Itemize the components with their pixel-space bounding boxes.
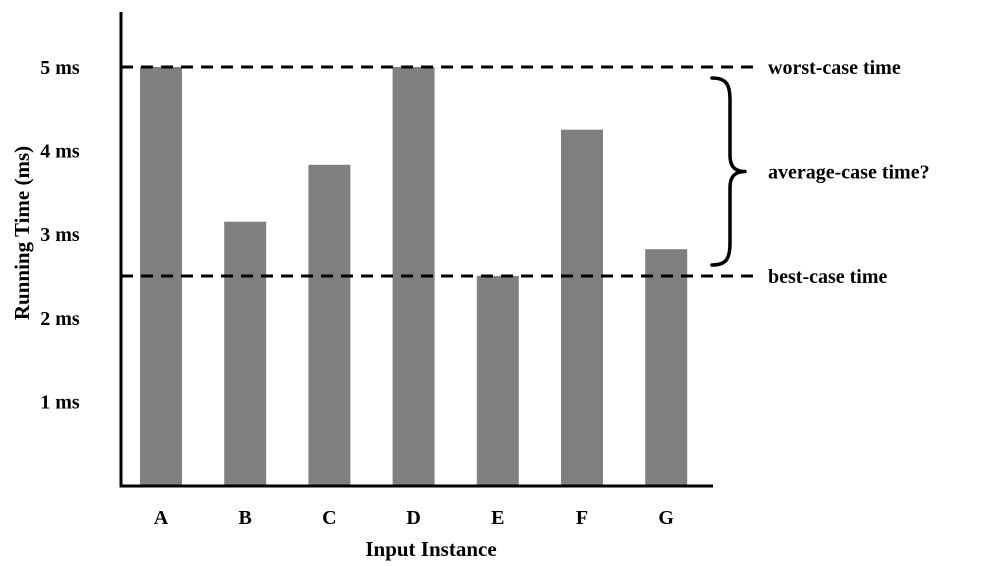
- reference-lines-group: [121, 65, 758, 278]
- y-tick-labels-group: 1 ms 2 ms 3 ms 4 ms 5 ms: [40, 57, 80, 413]
- x-axis-title: Input Instance: [365, 537, 496, 561]
- x-tick-label-f: F: [576, 507, 588, 529]
- y-tick-label: 5 ms: [40, 57, 80, 79]
- y-tick-label: 1 ms: [40, 391, 80, 413]
- reference-line-labels-group: worst-case time best-case time: [768, 57, 901, 288]
- x-tick-label-d: D: [406, 507, 420, 529]
- x-category-labels-group: A B C D E F G: [154, 507, 675, 529]
- best-case-label: best-case time: [768, 266, 888, 288]
- y-tick-label: 2 ms: [40, 308, 80, 330]
- bar-e: [476, 276, 519, 485]
- x-tick-label-b: B: [239, 507, 252, 529]
- worst-case-label: worst-case time: [768, 57, 901, 79]
- x-tick-label-e: E: [491, 507, 504, 529]
- x-tick-label-a: A: [154, 507, 169, 529]
- average-case-label: average-case time?: [768, 162, 930, 184]
- y-axis-title: Running Time (ms): [10, 146, 34, 320]
- x-tick-label-g: G: [658, 507, 674, 529]
- average-case-brace: [710, 76, 747, 267]
- bar-f: [561, 129, 603, 485]
- bar-b: [224, 221, 267, 485]
- bar-g: [645, 249, 688, 485]
- y-tick-label: 4 ms: [40, 141, 80, 163]
- y-tick-label: 3 ms: [40, 224, 80, 246]
- bars-group: [140, 67, 688, 486]
- bar-c: [308, 164, 351, 486]
- x-tick-label-c: C: [322, 507, 336, 529]
